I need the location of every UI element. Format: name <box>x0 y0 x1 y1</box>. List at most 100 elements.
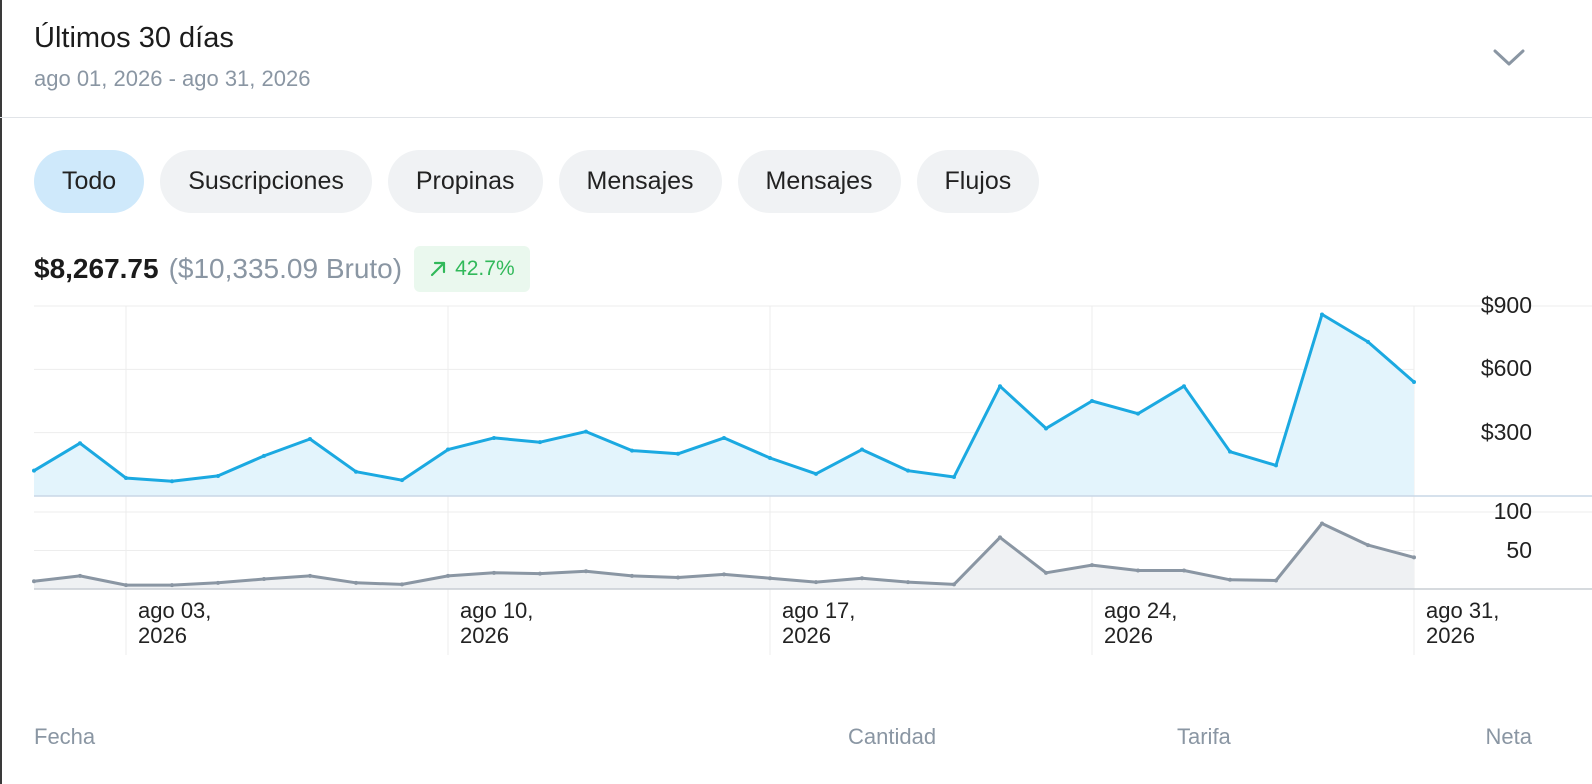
change-percent: 42.7% <box>455 257 515 280</box>
window-edge <box>0 0 2 784</box>
x-tick-label-year: 2026 <box>1426 623 1475 648</box>
panel-0-point-24 <box>1136 411 1140 416</box>
x-tick-label-year: 2026 <box>138 623 187 648</box>
x-tick-label-date: ago 31, <box>1426 598 1500 623</box>
panel-0-point-16 <box>768 456 772 460</box>
x-tick-label-date: ago 17, <box>782 598 856 623</box>
panel-0-point-8 <box>400 478 404 483</box>
panel-1-point-14 <box>676 575 680 580</box>
filter-chip-todo[interactable]: Todo <box>34 150 145 213</box>
panel-1-point-12 <box>584 569 588 574</box>
panel-1-point-0 <box>32 579 36 584</box>
y-tick-label: $600 <box>1480 355 1532 382</box>
panel-1-point-27 <box>1274 578 1278 583</box>
column-header-neta[interactable]: Neta <box>1485 724 1532 749</box>
panel-1-point-10 <box>492 570 496 575</box>
panel-0-point-9 <box>446 447 450 452</box>
panel-0-area <box>34 314 1414 496</box>
y-tick-label: $900 <box>1480 292 1532 318</box>
panel-1-point-30 <box>1412 555 1416 560</box>
panel-0-point-27 <box>1274 463 1278 468</box>
column-header-cantidad[interactable]: Cantidad <box>848 724 937 749</box>
panel-0-point-4 <box>216 473 220 478</box>
earnings-chart <box>32 305 1592 655</box>
panel-1-point-3 <box>170 583 174 588</box>
filter-chip-propinas[interactable]: Propinas <box>387 150 543 213</box>
panel-1-point-11 <box>538 571 542 576</box>
panel-0-point-2 <box>124 476 128 481</box>
y-tick-label: 100 <box>1493 498 1532 524</box>
panel-0-point-3 <box>170 479 174 484</box>
panel-0-point-14 <box>676 451 680 456</box>
panel-0-point-23 <box>1090 399 1094 403</box>
panel-1-point-1 <box>78 573 82 578</box>
filter-chip-suscripciones[interactable]: Suscripciones <box>160 150 372 213</box>
panel-1-point-7 <box>354 580 358 585</box>
panel-0-point-28 <box>1320 312 1324 317</box>
filter-chips: Todo Suscripciones Propinas Mensajes Men… <box>34 150 1040 213</box>
chevron-down-icon[interactable] <box>1492 44 1526 70</box>
x-tick-label-year: 2026 <box>1104 623 1153 648</box>
filter-chip-flujos[interactable]: Flujos <box>916 150 1040 213</box>
net-total: $8,267.75 <box>34 253 159 284</box>
panel-1-point-16 <box>768 576 772 581</box>
panel-0-point-17 <box>814 471 818 476</box>
panel-1-point-2 <box>124 583 128 588</box>
panel-0-point-11 <box>538 440 542 445</box>
column-header-fecha[interactable]: Fecha <box>34 724 96 749</box>
period-date-range: ago 01, 2026 - ago 31, 2026 <box>34 66 311 91</box>
panel-0-point-29 <box>1366 339 1370 344</box>
x-tick-label: ago 10, 2026 <box>460 598 533 648</box>
panel-1-point-19 <box>906 580 910 585</box>
x-tick-label: ago 03, 2026 <box>138 598 211 648</box>
column-header-tarifa[interactable]: Tarifa <box>1177 724 1231 749</box>
period-title: Últimos 30 días <box>34 22 234 54</box>
panel-0-point-13 <box>630 448 634 453</box>
panel-0-point-22 <box>1044 426 1048 431</box>
panel-1-point-24 <box>1136 568 1140 573</box>
panel-1-point-9 <box>446 573 450 578</box>
panel-1-point-20 <box>952 582 956 587</box>
x-tick-label-date: ago 03, <box>138 598 212 623</box>
filter-chip-mensajes-2[interactable]: Mensajes <box>737 150 901 213</box>
panel-1-point-22 <box>1044 570 1048 575</box>
panel-1-point-8 <box>400 582 404 587</box>
panel-0-point-10 <box>492 435 496 440</box>
panel-0-point-30 <box>1412 380 1416 384</box>
panel-1-point-6 <box>308 573 312 578</box>
panel-1-point-13 <box>630 573 634 578</box>
x-tick-label-date: ago 10, <box>460 598 534 623</box>
panel-1-point-28 <box>1320 521 1324 526</box>
panel-1-point-18 <box>860 576 864 581</box>
panel-1-point-17 <box>814 580 818 585</box>
panel-0-point-20 <box>952 475 956 479</box>
change-badge: 42.7% <box>414 246 530 292</box>
panel-0-point-19 <box>906 468 910 473</box>
period-selector[interactable]: Últimos 30 días ago 01, 2026 - ago 31, 2… <box>0 0 1592 118</box>
earnings-summary: $8,267.75 ($10,335.09 Bruto) 42.7% <box>34 246 530 292</box>
panel-0-point-6 <box>308 437 312 441</box>
y-tick-label: $300 <box>1480 418 1532 445</box>
x-tick-label: ago 31, 2026 <box>1426 598 1499 648</box>
panel-0-point-1 <box>78 441 82 446</box>
x-tick-label-year: 2026 <box>782 623 831 648</box>
panel-0-point-21 <box>998 384 1002 389</box>
panel-1-point-26 <box>1228 577 1232 582</box>
panel-0-point-25 <box>1182 384 1186 389</box>
panel-0-point-7 <box>354 469 358 474</box>
panel-0-point-15 <box>722 435 726 440</box>
panel-0-point-18 <box>860 447 864 452</box>
panel-0-point-26 <box>1228 449 1232 454</box>
arrow-up-right-icon <box>430 261 446 277</box>
panel-1-point-23 <box>1090 563 1094 568</box>
panel-1-point-25 <box>1182 568 1186 573</box>
panel-1-point-5 <box>262 576 266 581</box>
filter-chip-mensajes[interactable]: Mensajes <box>558 150 722 213</box>
y-tick-label: 50 <box>1506 536 1532 563</box>
x-tick-label-date: ago 24, <box>1104 598 1178 623</box>
x-tick-label: ago 24, 2026 <box>1104 598 1177 648</box>
panel-1-point-4 <box>216 580 220 585</box>
panel-0-point-5 <box>262 453 266 458</box>
panel-1-point-21 <box>998 535 1002 540</box>
x-tick-label: ago 17, 2026 <box>782 598 855 648</box>
